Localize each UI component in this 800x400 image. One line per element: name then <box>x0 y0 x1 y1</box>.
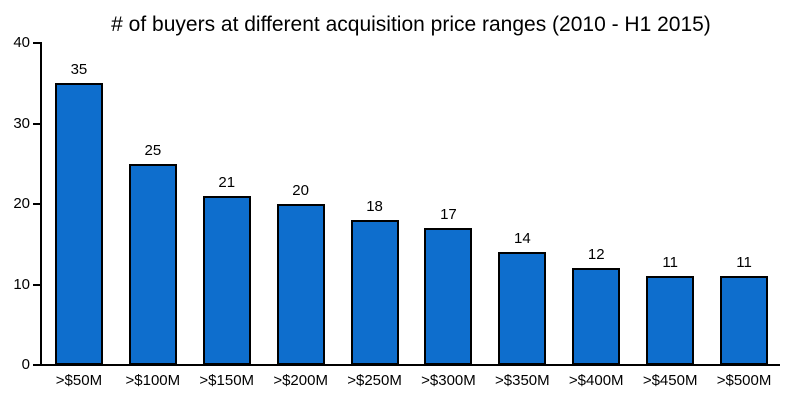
bar-value-label: 11 <box>662 254 678 272</box>
y-axis-tick <box>33 283 40 286</box>
x-axis-category-label: >$300M <box>421 372 476 389</box>
bar-value-label: 21 <box>218 173 236 191</box>
bar <box>54 83 103 365</box>
x-axis-category-label: >$400M <box>568 372 624 389</box>
y-axis-tick <box>33 42 40 44</box>
x-axis-line <box>40 364 780 366</box>
bar <box>350 220 399 365</box>
bar <box>202 195 251 365</box>
bar-value-label: 11 <box>736 254 752 272</box>
x-axis-category-label: >$100M <box>125 372 181 389</box>
x-axis-category-label: >$250M <box>347 372 402 389</box>
x-axis-category-label: >$350M <box>495 372 550 389</box>
chart-title: # of buyers at different acquisition pri… <box>111 13 711 36</box>
bar-value-label: 20 <box>292 182 309 199</box>
x-axis-category-label: >$500M <box>716 372 772 389</box>
bar-value-label: 12 <box>587 246 605 264</box>
bar-value-label: 35 <box>70 61 88 79</box>
bar-value-label: 18 <box>366 198 383 216</box>
x-axis-category-label: >$150M <box>199 372 255 389</box>
bar <box>720 276 769 365</box>
x-axis-category-label: >$200M <box>273 372 328 389</box>
y-axis-tick <box>33 364 40 366</box>
y-axis-tick-label: 20 <box>13 195 30 212</box>
x-axis-category-label: >$50M <box>55 372 103 389</box>
y-axis-tick-label: 10 <box>13 275 30 293</box>
bar <box>646 276 695 365</box>
bar <box>424 228 473 365</box>
bar <box>572 268 621 365</box>
y-axis-tick <box>33 203 40 205</box>
bar-value-label: 14 <box>513 230 531 248</box>
bar <box>128 163 177 365</box>
y-axis-tick <box>33 122 40 125</box>
y-axis-line <box>40 42 42 366</box>
bar-value-label: 25 <box>144 141 162 159</box>
y-axis-tick-label: 30 <box>13 114 30 132</box>
x-axis-category-label: >$450M <box>642 372 698 389</box>
y-axis-tick-label: 0 <box>21 356 30 373</box>
bar <box>276 204 325 365</box>
bar <box>498 252 547 365</box>
y-axis-tick-label: 40 <box>13 34 30 51</box>
bar-value-label: 17 <box>440 206 457 224</box>
